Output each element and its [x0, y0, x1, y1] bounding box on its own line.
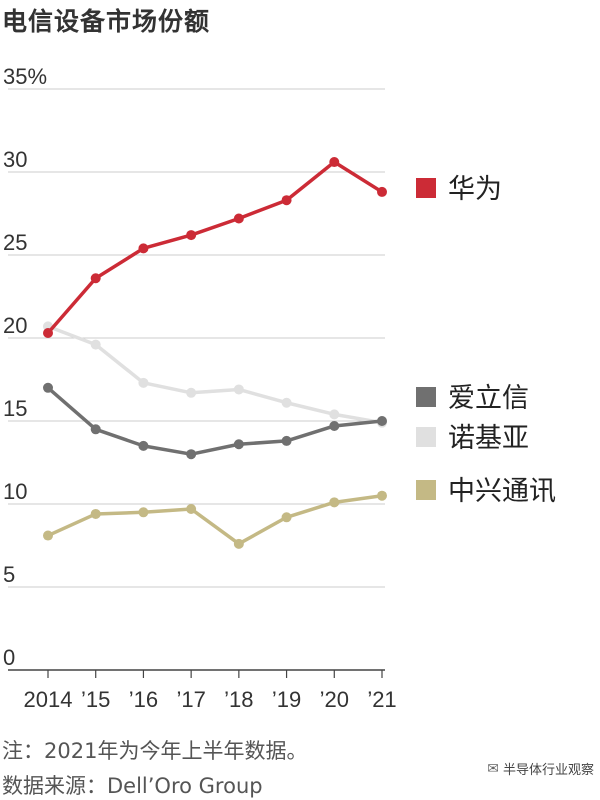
- legend-item: 爱立信: [416, 383, 529, 414]
- data-point: [90, 273, 101, 284]
- x-tick-label: ’15: [81, 687, 110, 712]
- data-point: [43, 382, 53, 393]
- data-point: [186, 503, 197, 514]
- data-point: [329, 497, 340, 508]
- legend-label: 华为: [448, 174, 502, 205]
- x-tick-label: ’16: [129, 687, 158, 712]
- data-point: [233, 213, 244, 224]
- data-point: [281, 512, 292, 523]
- legend-item: 诺基亚: [416, 423, 529, 454]
- x-tick-label: ’17: [176, 687, 205, 712]
- chart-title: 电信设备市场份额: [2, 7, 211, 36]
- data-point: [138, 243, 149, 254]
- y-tick-label: 0: [3, 645, 15, 670]
- series-lines: [43, 157, 387, 549]
- data-point: [138, 440, 149, 451]
- data-point: [43, 328, 53, 339]
- legend-swatch: [416, 480, 436, 500]
- data-point: [377, 490, 387, 501]
- line-chart: 0 5 10 15 20 25 30 35% 2014 ’15 ’16 ’17 ’18 ’19 ’20 ’2…: [3, 64, 556, 712]
- footnote: 注：2021年为今年上半年数据。: [2, 739, 308, 763]
- y-tick-label: 15: [3, 396, 27, 421]
- data-point: [138, 377, 149, 388]
- data-point: [186, 230, 197, 241]
- x-tick-label: ’20: [320, 687, 349, 712]
- data-point: [233, 439, 244, 450]
- data-point: [233, 538, 244, 549]
- data-point: [186, 387, 197, 398]
- legend-item: 华为: [416, 174, 502, 205]
- y-tick-label: 20: [3, 313, 27, 338]
- data-point: [329, 409, 340, 420]
- watermark: ✉ 半导体行业观察: [487, 759, 594, 779]
- y-tick-label: 30: [3, 147, 27, 172]
- data-point: [138, 507, 149, 518]
- legend-item: 中兴通讯: [416, 476, 556, 507]
- legend-label: 诺基亚: [448, 423, 529, 454]
- gridlines: [8, 88, 385, 671]
- x-tick-label: ’21: [367, 687, 396, 712]
- data-point: [281, 435, 292, 446]
- series-line: [46, 324, 384, 425]
- data-point: [90, 424, 101, 435]
- data-point: [90, 508, 101, 519]
- y-axis-ticks: 0 5 10 15 20 25 30 35%: [3, 64, 47, 670]
- series-line: [46, 386, 384, 456]
- legend-swatch: [416, 387, 436, 407]
- x-axis-ticks: 2014 ’15 ’16 ’17 ’18 ’19 ’20 ’21: [24, 670, 397, 712]
- data-point: [377, 416, 387, 426]
- data-point: [377, 186, 387, 197]
- series-爱立信: [43, 382, 387, 460]
- y-tick-label: 10: [3, 479, 27, 504]
- series-诺基亚: [43, 321, 387, 428]
- wechat-icon: ✉: [487, 760, 499, 777]
- y-tick-label: 35%: [3, 64, 47, 89]
- data-point: [281, 195, 292, 206]
- series-line: [46, 493, 384, 546]
- data-point: [233, 384, 244, 395]
- x-tick-label: ’18: [224, 687, 253, 712]
- series-中兴通讯: [43, 490, 387, 549]
- y-tick-label: 5: [3, 562, 15, 587]
- watermark-text: 半导体行业观察: [502, 763, 594, 778]
- data-point: [329, 420, 340, 431]
- data-point: [43, 530, 53, 541]
- legend-swatch: [416, 178, 436, 198]
- data-point: [329, 157, 340, 168]
- legend-label: 中兴通讯: [448, 476, 556, 507]
- source-note: 数据来源：Dell’Oro Group: [2, 774, 263, 798]
- series-line: [46, 160, 384, 335]
- data-point: [281, 397, 292, 408]
- legend-swatch: [416, 427, 436, 447]
- legend-label: 爱立信: [448, 383, 529, 414]
- x-tick-label: ’19: [272, 687, 301, 712]
- data-point: [90, 339, 101, 350]
- series-华为: [43, 157, 387, 339]
- y-tick-label: 25: [3, 230, 27, 255]
- x-tick-label: 2014: [24, 687, 73, 712]
- data-point: [186, 449, 197, 460]
